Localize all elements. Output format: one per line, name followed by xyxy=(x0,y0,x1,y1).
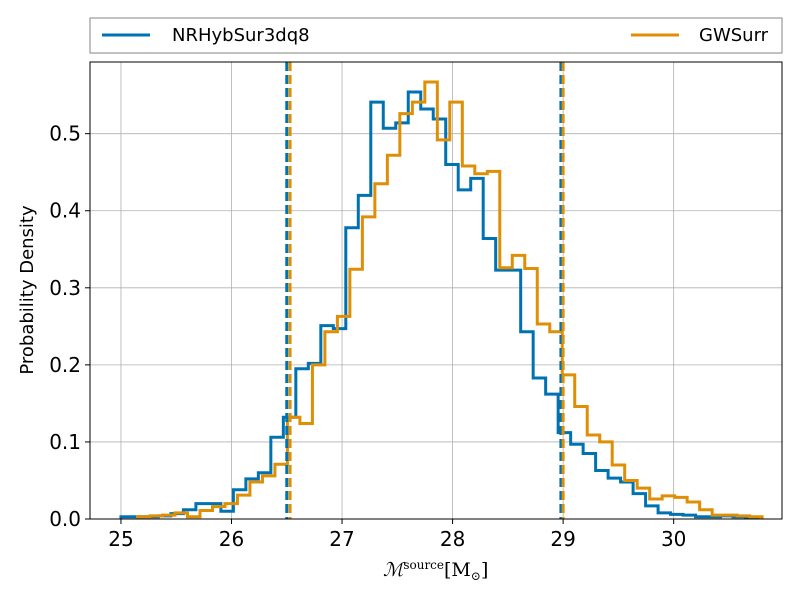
histogram-bin xyxy=(400,114,412,519)
y-axis-label: Probability Density xyxy=(17,205,38,375)
legend: NRHybSur3dq8 GWSurr xyxy=(89,17,783,54)
x-axis-ticks: 25 26 27 28 29 30 xyxy=(108,519,686,551)
histogram-bin xyxy=(500,268,512,519)
histogram-bin xyxy=(687,502,699,519)
histogram-series xyxy=(119,80,764,519)
percentile-lines xyxy=(285,62,565,519)
histogram-bin xyxy=(300,423,312,519)
histogram-bin xyxy=(637,488,649,519)
x-tick-label: 25 xyxy=(108,527,133,551)
histogram-bin xyxy=(412,102,424,519)
histogram-bin xyxy=(587,435,599,519)
x-tick-label: 29 xyxy=(550,527,575,551)
legend-label-series-1: GWSurr xyxy=(699,25,769,46)
histogram-bin xyxy=(362,217,374,519)
y-tick-label: 0.2 xyxy=(49,353,81,377)
histogram-bin xyxy=(575,406,587,519)
y-tick-label: 0.1 xyxy=(49,430,81,454)
y-tick-label: 0.4 xyxy=(49,199,81,223)
histogram-bin xyxy=(325,332,337,519)
y-tick-label: 0.0 xyxy=(49,507,81,531)
histogram-bin xyxy=(462,166,474,519)
histogram-bin xyxy=(337,316,349,519)
series-1 xyxy=(136,80,764,519)
histogram-bin xyxy=(437,140,449,519)
plot-area-frame xyxy=(89,61,783,520)
legend-label-series-0: NRHybSur3dq8 xyxy=(172,25,310,46)
x-tick-label: 30 xyxy=(661,527,686,551)
histogram-bin xyxy=(662,496,674,519)
histogram-bin xyxy=(650,499,662,519)
histogram-bin xyxy=(450,102,462,519)
histogram-bin xyxy=(262,476,274,519)
histogram-bin xyxy=(475,174,487,519)
x-axis-label: ℳsource[M⊙] xyxy=(383,558,488,583)
histogram-bin xyxy=(212,507,224,519)
histogram-bin xyxy=(237,495,249,519)
histogram-step-line xyxy=(119,90,760,519)
y-tick-label: 0.3 xyxy=(49,276,81,300)
histogram-bin xyxy=(537,324,549,519)
histogram-bin xyxy=(312,365,324,519)
histogram-step-line xyxy=(136,80,764,519)
histogram-bin xyxy=(612,465,624,519)
x-tick-label: 27 xyxy=(329,527,354,551)
x-tick-label: 28 xyxy=(440,527,465,551)
y-axis-ticks: 0.0 0.1 0.2 0.3 0.4 0.5 xyxy=(49,122,90,531)
histogram-bin xyxy=(625,480,637,519)
series-0 xyxy=(119,90,760,519)
histogram-bin xyxy=(675,497,687,519)
histogram-bin xyxy=(525,269,537,519)
histogram-bin xyxy=(350,269,362,519)
histogram-bin xyxy=(375,184,387,519)
histogram-bin xyxy=(225,504,237,519)
histogram-bin xyxy=(600,442,612,519)
y-tick-label: 0.5 xyxy=(49,122,81,146)
histogram-bin xyxy=(512,255,524,519)
histogram-bin xyxy=(250,482,262,519)
x-tick-label: 26 xyxy=(219,527,244,551)
histogram-bin xyxy=(487,171,499,519)
histogram-bin xyxy=(425,82,437,519)
histogram-bin xyxy=(387,155,399,519)
histogram-bin xyxy=(550,332,562,519)
